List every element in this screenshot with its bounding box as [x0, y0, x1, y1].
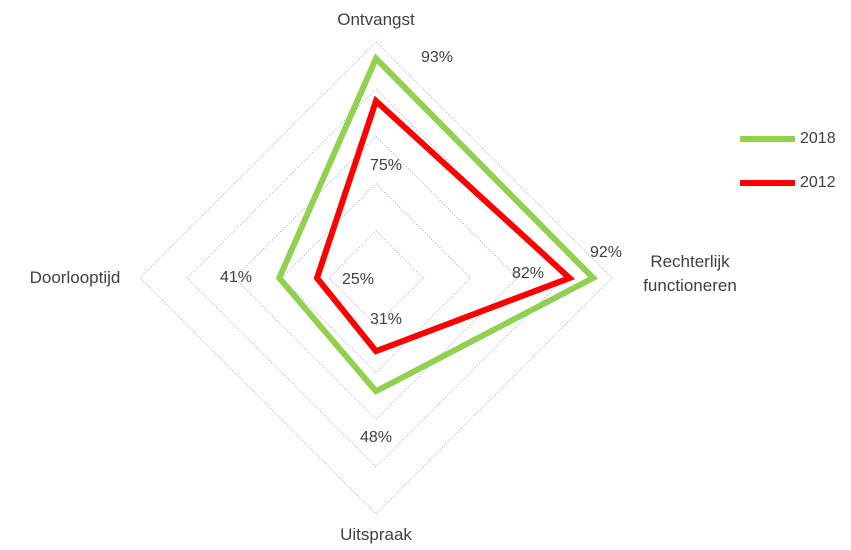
- data-label: 25%: [342, 271, 374, 288]
- grid-ring: [328, 230, 424, 326]
- category-label: Uitspraak: [340, 525, 412, 544]
- data-label: 48%: [360, 429, 392, 446]
- data-label: 75%: [370, 157, 402, 174]
- series-polygon: [275, 53, 599, 396]
- data-label: 41%: [220, 269, 252, 286]
- data-label: 92%: [590, 244, 622, 261]
- data-label: 31%: [370, 311, 402, 328]
- legend-label: 2018: [800, 130, 836, 147]
- category-label: Ontvangst: [337, 10, 415, 29]
- grid-ring: [280, 182, 472, 374]
- legend-label: 2012: [800, 174, 836, 191]
- data-label: 93%: [421, 49, 453, 66]
- category-label: Doorlooptijd: [29, 268, 121, 287]
- grid-ring: [139, 41, 613, 515]
- grid-ring: [186, 88, 566, 468]
- data-label: 82%: [512, 265, 544, 282]
- category-label: Rechterlijk functioneren: [643, 252, 737, 295]
- series-polygon: [313, 95, 576, 355]
